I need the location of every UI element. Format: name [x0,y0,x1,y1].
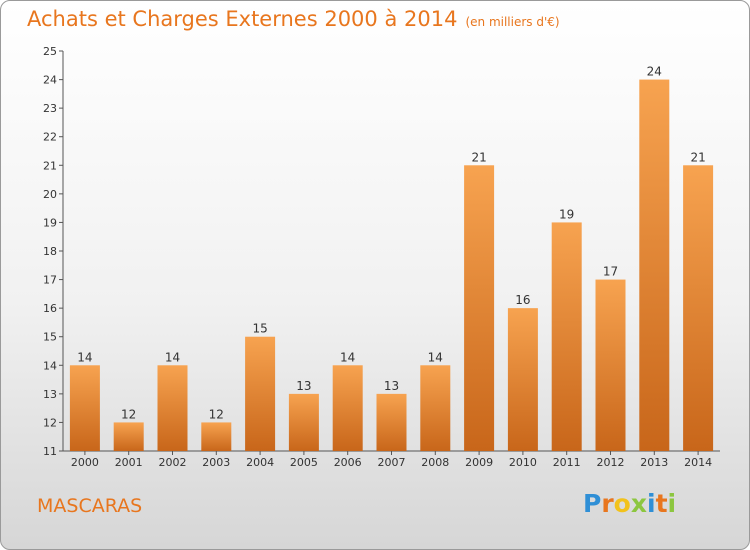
bar [288,393,319,451]
commune-name: MASCARAS [37,495,143,517]
bar [683,165,714,452]
bar [595,279,626,451]
logo-letter: o [613,489,631,518]
bar [69,365,100,451]
x-tick-label: 2009 [465,456,493,469]
axes: 11 12 13 14 15 16 17 18 19 20 21 22 23 24 25 2000 2001 20… [43,45,720,469]
chart-title: Achats et Charges Externes 2000 à 2014 (e… [27,7,560,31]
bar [464,165,495,452]
bar-value-label: 13 [384,379,399,393]
x-tick-label: 2007 [378,456,406,469]
x-tick-label: 2000 [71,456,99,469]
bar-value-label: 14 [340,350,355,364]
y-tick-label: 16 [43,302,57,315]
x-tick-label: 2005 [290,456,318,469]
y-tick-label: 23 [43,102,57,115]
bar [551,222,582,451]
bar-value-label: 21 [690,150,705,164]
bar-value-label: 12 [209,407,224,421]
x-tick-label: 2014 [684,456,712,469]
logo-letter: i [647,489,656,518]
bar-value-label: 14 [165,350,180,364]
bar-value-label: 17 [603,265,618,279]
x-tick-label: 2002 [159,456,187,469]
logo-letter: x [630,489,647,518]
y-tick-label: 20 [43,188,57,201]
bar [420,365,451,451]
bar-value-label: 19 [559,207,574,221]
bar [201,422,232,451]
bar-value-label: 14 [77,350,92,364]
bar-value-label: 16 [515,293,530,307]
logo-letter: P [583,489,602,518]
bar [332,365,363,451]
bar-value-label: 14 [428,350,443,364]
bar [113,422,144,451]
y-tick-label: 13 [43,388,57,401]
bar-value-label: 21 [471,150,486,164]
y-tick-label: 12 [43,416,57,429]
bar [639,79,670,452]
bar [507,308,538,451]
x-tick-label: 2001 [115,456,143,469]
logo-letter: t [655,489,668,518]
x-tick-label: 2003 [202,456,230,469]
y-tick-label: 14 [43,359,57,372]
bar-value-label: 12 [121,407,136,421]
x-tick-label: 2010 [509,456,537,469]
bars: 14 12 14 12 15 13 14 13 14 21 16 19 17 24 21 [69,65,714,452]
x-tick-label: 2008 [421,456,449,469]
x-tick-label: 2013 [640,456,668,469]
bar-value-label: 15 [252,322,267,336]
y-tick-label: 17 [43,274,57,287]
bar-value-label: 13 [296,379,311,393]
logo-letter: i [667,489,677,518]
bar [157,365,188,451]
y-tick-label: 21 [43,159,57,172]
bar [376,393,407,451]
y-tick-label: 24 [43,74,57,87]
logo-letter: r [601,489,614,518]
chart-title-text: Achats et Charges Externes 2000 à 2014 [27,7,458,31]
bar-value-label: 24 [647,65,662,79]
y-tick-label: 19 [43,216,57,229]
bar [245,336,276,451]
y-tick-label: 22 [43,131,57,144]
y-tick-label: 18 [43,245,57,258]
x-tick-label: 2004 [246,456,274,469]
y-tick-label: 11 [43,445,57,458]
x-tick-label: 2006 [334,456,362,469]
y-tick-label: 25 [43,45,57,58]
x-tick-label: 2011 [553,456,581,469]
y-tick-label: 15 [43,331,57,344]
chart-subtitle: (en milliers d'€) [465,15,560,29]
proxiti-logo: Proxiti [583,489,676,518]
x-tick-label: 2012 [597,456,625,469]
